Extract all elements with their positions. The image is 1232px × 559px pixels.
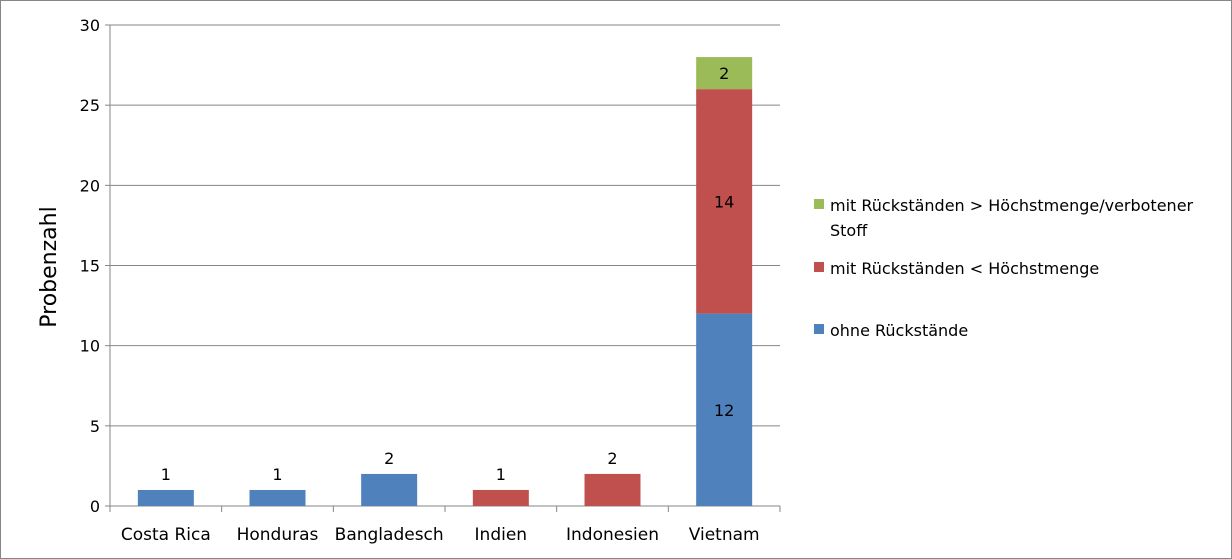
bar-segment	[696, 313, 753, 506]
legend: mit Rückständen > Höchstmenge/verbotener…	[814, 196, 1194, 340]
y-tick-label: 15	[80, 257, 100, 276]
legend-swatch	[814, 262, 824, 272]
y-tick-label: 0	[90, 497, 100, 516]
legend-swatch	[814, 324, 824, 334]
data-label: 1	[496, 465, 506, 484]
y-tick-label: 30	[80, 16, 100, 35]
legend-label: Stoff	[830, 221, 868, 240]
bar-segment	[584, 473, 641, 506]
legend-label: mit Rückständen < Höchstmenge	[830, 259, 1099, 278]
x-tick-label: Indonesien	[566, 525, 659, 545]
x-tick-label: Indien	[475, 525, 528, 545]
y-tick-labels: 0 5 10 15 20 25 30	[80, 16, 100, 516]
x-tick-labels: Costa Rica Honduras Bangladesch Indien Indon…	[121, 525, 760, 545]
legend-label: ohne Rückstände	[830, 321, 968, 340]
bar-segment	[696, 57, 753, 90]
gridlines	[110, 24, 780, 427]
y-tick-label: 20	[80, 176, 100, 195]
data-label: 12	[714, 401, 734, 420]
bar-segment	[249, 489, 306, 506]
bar-segment	[137, 489, 194, 506]
y-tick-label: 10	[80, 337, 100, 356]
data-label: 2	[719, 64, 729, 83]
data-label: 2	[607, 449, 617, 468]
x-tick-label: Bangladesch	[335, 525, 444, 545]
bar-segment	[472, 489, 529, 506]
data-label: 14	[714, 192, 734, 211]
data-label: 1	[161, 465, 171, 484]
data-label: 2	[384, 449, 394, 468]
bar-segment	[361, 473, 418, 506]
x-tick-label: Honduras	[237, 525, 319, 545]
axes	[105, 24, 781, 512]
data-label: 1	[272, 465, 282, 484]
x-tick-label: Vietnam	[689, 525, 760, 545]
y-tick-label: 5	[90, 417, 100, 436]
bar-segment	[696, 89, 753, 314]
legend-label: mit Rückständen > Höchstmenge/verbotener	[830, 196, 1194, 215]
y-tick-label: 25	[80, 96, 100, 115]
x-tick-label: Costa Rica	[121, 525, 211, 545]
legend-swatch	[814, 199, 824, 209]
bars	[137, 57, 753, 506]
y-axis-label: Probenzahl	[37, 206, 62, 327]
